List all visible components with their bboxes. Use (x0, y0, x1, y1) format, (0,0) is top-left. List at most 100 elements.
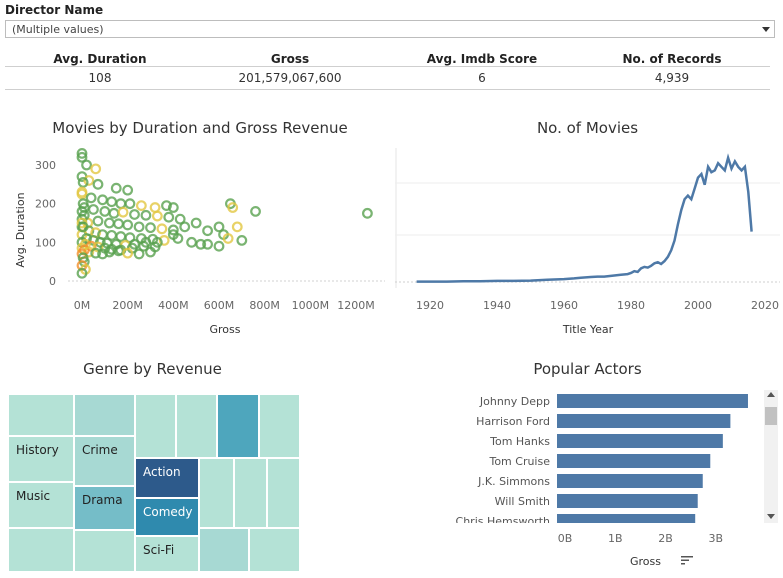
scatter-point[interactable] (195, 238, 207, 250)
scatter-point[interactable] (135, 200, 147, 211)
scatter-point[interactable] (122, 219, 134, 231)
scatter-point[interactable] (92, 215, 104, 227)
treemap-cell[interactable] (135, 394, 176, 458)
scatter-point[interactable] (213, 221, 225, 233)
scatter-point[interactable] (222, 233, 234, 244)
treemap-cell[interactable] (199, 458, 234, 528)
scatter-point[interactable] (186, 236, 198, 248)
scatter-point[interactable] (158, 234, 170, 246)
bar-chart-scrollbar[interactable] (764, 390, 778, 523)
scatter-point[interactable] (117, 206, 129, 218)
scatter-point[interactable] (138, 240, 150, 252)
scatter-point[interactable] (76, 267, 88, 279)
actor-bar[interactable] (557, 514, 696, 523)
treemap-cell[interactable] (8, 394, 74, 436)
treemap-cell[interactable] (8, 528, 74, 572)
actor-bar[interactable] (557, 494, 698, 508)
scatter-point[interactable] (213, 240, 225, 252)
treemap-cell[interactable] (74, 530, 135, 572)
scatter-point[interactable] (92, 178, 104, 190)
treemap-cell-history[interactable]: History (8, 436, 74, 482)
genre-treemap[interactable]: History Music Crime Drama Action Comedy … (8, 394, 300, 572)
scatter-point[interactable] (108, 207, 120, 219)
scatter-point[interactable] (103, 217, 115, 229)
scatter-point[interactable] (149, 202, 161, 213)
scatter-point[interactable] (145, 222, 156, 234)
scatter-point[interactable] (76, 186, 88, 198)
treemap-cell[interactable] (249, 528, 300, 572)
bar-chart[interactable]: Johnny Depp Harrison Ford Tom Hanks Tom Cru… (395, 390, 760, 523)
scatter-point[interactable] (133, 221, 145, 233)
actor-bar[interactable] (557, 474, 703, 488)
actor-bar[interactable] (557, 394, 748, 408)
scatter-point[interactable] (76, 147, 88, 159)
scatter-point[interactable] (113, 218, 124, 230)
scatter-point[interactable] (227, 202, 239, 213)
scatter-point[interactable] (83, 175, 95, 186)
scatter-point[interactable] (115, 198, 127, 210)
scatter-point[interactable] (77, 177, 89, 188)
line-series-movies[interactable] (416, 153, 753, 283)
scatter-point[interactable] (202, 225, 213, 237)
scatter-point[interactable] (88, 204, 99, 215)
scatter-point[interactable] (362, 207, 373, 219)
scatter-point[interactable] (129, 209, 140, 220)
treemap-cell[interactable] (217, 394, 259, 458)
scatter-point[interactable] (76, 151, 88, 163)
scatter-point[interactable] (231, 221, 243, 233)
treemap-cell-action[interactable]: Action (135, 458, 199, 498)
scatter-point[interactable] (122, 184, 134, 196)
scatter-point[interactable] (133, 248, 145, 260)
scrollbar-thumb[interactable] (765, 407, 777, 425)
scatter-point[interactable] (110, 182, 122, 194)
actor-bar[interactable] (557, 414, 731, 428)
scatter-point[interactable] (140, 209, 152, 221)
treemap-cell[interactable] (259, 394, 300, 458)
treemap-cell-scifi[interactable]: Sci-Fi (135, 536, 199, 572)
treemap-cell[interactable] (176, 394, 217, 458)
treemap-cell[interactable] (74, 394, 135, 436)
director-filter-dropdown[interactable]: (Multiple values) (5, 20, 775, 38)
scatter-point[interactable] (99, 205, 111, 217)
scatter-chart[interactable]: Avg. Duration Gross 0 100 200 300 0M 200M 400… (0, 140, 395, 345)
scatter-point[interactable] (156, 223, 168, 235)
scatter-point[interactable] (161, 200, 172, 211)
scatter-point[interactable] (124, 198, 136, 210)
scatter-point[interactable] (151, 210, 163, 222)
scroll-down-icon[interactable] (767, 514, 775, 519)
actor-bar[interactable] (557, 434, 723, 448)
chevron-down-icon[interactable] (762, 27, 770, 32)
scatter-point[interactable] (202, 238, 213, 250)
treemap-cell[interactable] (267, 458, 300, 528)
scatter-point[interactable] (172, 233, 184, 244)
scatter-point[interactable] (97, 194, 108, 206)
scatter-point[interactable] (106, 196, 118, 208)
scatter-point[interactable] (179, 221, 191, 233)
treemap-cell-comedy[interactable]: Comedy (135, 498, 199, 536)
treemap-cell-drama[interactable]: Drama (74, 486, 135, 530)
treemap-cell-crime[interactable]: Crime (74, 436, 135, 486)
line-chart[interactable]: 1920 1940 1960 1980 2000 2020 Title Year (395, 148, 780, 343)
actor-bar[interactable] (557, 454, 711, 468)
scatter-point[interactable] (90, 247, 102, 259)
scatter-point[interactable] (167, 224, 179, 236)
scatter-point[interactable] (90, 163, 102, 175)
treemap-cell-music[interactable]: Music (8, 482, 74, 528)
scatter-point[interactable] (174, 213, 186, 225)
scroll-up-icon[interactable] (767, 392, 775, 397)
treemap-cell[interactable] (199, 528, 249, 572)
scatter-point[interactable] (122, 247, 134, 259)
treemap-cell[interactable] (234, 458, 267, 528)
scatter-point[interactable] (250, 205, 261, 217)
scatter-point[interactable] (83, 246, 95, 258)
scatter-point[interactable] (85, 192, 97, 204)
scatter-point[interactable] (97, 248, 108, 260)
scatter-point[interactable] (145, 246, 156, 258)
scatter-point[interactable] (190, 217, 202, 229)
bar-chart-viewport[interactable]: Johnny Depp Harrison Ford Tom Hanks Tom Cru… (395, 390, 760, 523)
scatter-point[interactable] (236, 234, 248, 246)
scatter-point[interactable] (167, 202, 179, 213)
scatter-point[interactable] (163, 211, 175, 223)
scatter-point[interactable] (77, 221, 89, 233)
sort-icon[interactable] (681, 555, 693, 565)
